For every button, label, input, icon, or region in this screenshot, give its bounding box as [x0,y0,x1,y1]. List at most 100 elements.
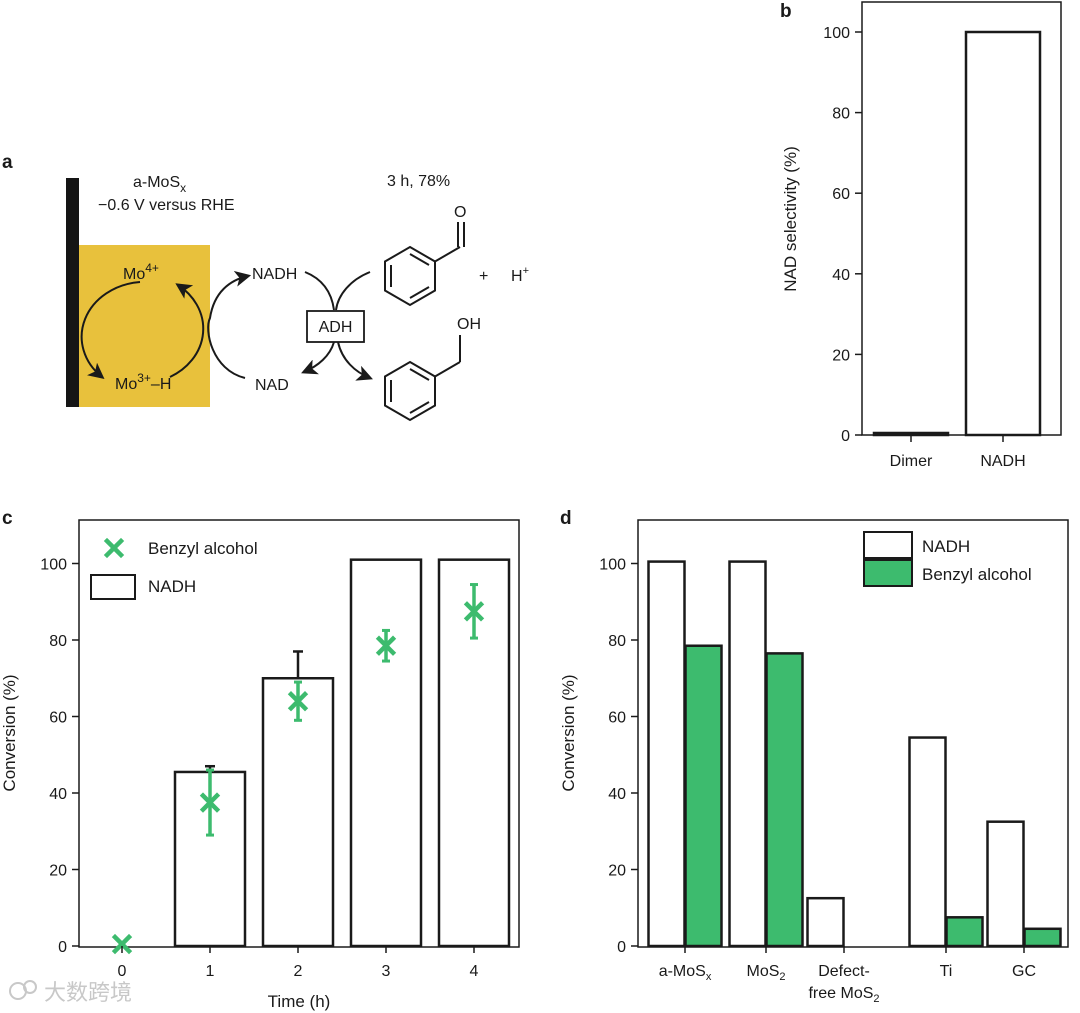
benzaldehyde-structure [384,222,465,307]
marker-benzyl [199,792,221,813]
plus-sign: + [479,268,488,285]
panel-d-y-label: Conversion (%) [559,674,578,791]
nadh-label: NADH [252,266,297,283]
y-tick-label: 60 [608,710,626,727]
hydroxyl-label: OH [457,316,481,333]
legend-label-nadh: NADH [148,577,196,596]
y-tick-label: 0 [617,939,626,956]
bar-nadh [986,820,1025,948]
x-tick-label: free MoS2 [808,985,879,1005]
panel-b-frame [861,1,1062,436]
marker-benzyl [463,601,485,622]
panel-c-legend: Benzyl alcohol NADH [90,537,258,600]
x-tick-label: GC [1012,963,1036,980]
nadh-to-adh-line [304,271,335,311]
aldehyde-to-adh-line [335,271,371,311]
x-tick-label: Ti [940,963,953,980]
y-tick-label: 0 [841,428,850,445]
panel-d-legend: NADH Benzyl alcohol [863,531,1032,587]
watermark: 大数跨境 [9,980,132,1005]
panel-b-y-axis: 0 20 40 60 80 100 [823,25,862,445]
panel-c-y-axis: 0 20 40 60 80 100 [40,557,79,956]
panel-c-chart: c 0 20 40 60 80 100 0 1 2 3 4 Time (h) Conversion… [0,508,520,1011]
panel-c-x-label: Time (h) [268,992,331,1011]
bar-nadh [261,677,335,948]
nad-label: NAD [255,377,289,394]
legend-swatch-benzyl [863,559,913,587]
panel-b-letter: b [780,1,792,22]
x-tick-label: MoS2 [746,963,785,983]
y-tick-label: 80 [49,633,67,650]
bar-benzyl [945,916,984,948]
proton-label: H+ [511,265,529,285]
panel-c-x-axis: 0 1 2 3 4 [118,946,479,980]
y-tick-label: 20 [49,863,67,880]
bar-nadh [908,736,947,948]
x-tick-label: 2 [294,963,303,980]
legend-label-benzyl: Benzyl alcohol [922,565,1032,584]
bar-benzyl [765,652,804,948]
electrode-label: a-MoSx [133,174,186,195]
panel-d-frame [637,519,1069,948]
reaction-condition: 3 h, 78% [387,173,450,190]
aldehyde-oxygen: O [454,204,466,221]
x-tick-label: 4 [470,963,479,980]
watermark-logo-icon-2 [23,980,37,994]
y-tick-label: 20 [832,347,850,364]
mo3-label: Mo3+–H [115,371,171,393]
y-tick-label: 100 [599,557,626,574]
legend-label-nadh: NADH [922,537,970,556]
panel-d-y-axis: 0 20 40 60 80 100 [599,557,638,956]
y-tick-label: 0 [58,939,67,956]
y-tick-label: 40 [832,267,850,284]
legend-swatch-nadh [863,531,913,559]
mosx-layer [79,245,210,407]
legend-marker-benzyl [103,537,125,559]
y-tick-label: 40 [49,786,67,803]
panel-c-letter: c [2,508,13,529]
panel-c-y-label: Conversion (%) [0,674,19,791]
bar-dimer [872,431,950,437]
panel-d-chart: d 0 20 40 60 80 100 a-MoSx MoS2 Defect-free MoS… [559,508,1069,1005]
x-tick-label: NADH [980,453,1025,470]
legend-swatch-nadh [90,574,136,600]
panel-d-bars [647,560,1062,948]
panel-c-bars [173,558,511,948]
x-tick-label: a-MoSx [659,963,712,983]
y-tick-label: 80 [832,106,850,123]
x-tick-label: Dimer [890,453,933,470]
panel-a-letter: a [2,152,13,173]
y-tick-label: 100 [40,557,67,574]
watermark-text: 大数跨境 [44,980,132,1005]
marker-benzyl [375,635,397,656]
panel-d-letter: d [560,508,572,529]
adh-to-alcohol-arrow [337,341,373,381]
bar-nadh [964,30,1042,437]
bar-nadh [728,560,767,948]
y-tick-label: 40 [608,786,626,803]
x-tick-label: Defect- [818,963,870,980]
adh-to-nad-arrow [301,341,335,375]
x-tick-label: 3 [382,963,391,980]
bar-nadh [647,560,686,948]
marker-benzyl [111,933,133,955]
panel-d-x-axis: a-MoSx MoS2 Defect-free MoS2 Ti GC [659,946,1036,1005]
panel-b-y-label: NAD selectivity (%) [781,146,800,291]
y-tick-label: 20 [608,863,626,880]
x-tick-label: 0 [118,963,127,980]
panel-b-chart: b 0 20 40 60 80 100 Dimer NADH NAD selectivity… [780,1,1062,470]
bar-benzyl [1023,927,1062,948]
mo4-label: Mo4+ [123,261,159,283]
electrode-plate [66,178,79,407]
y-tick-label: 60 [49,710,67,727]
x-tick-label: 1 [206,963,215,980]
y-tick-label: 80 [608,633,626,650]
bar-nadh [806,896,845,948]
y-tick-label: 100 [823,25,850,42]
marker-benzyl [287,691,309,712]
bar-benzyl [684,644,723,948]
adh-label: ADH [319,319,353,336]
reduction-arrow [80,281,141,380]
panel-a-diagram: a a-MoSx −0.6 V versus RHE Mo4+ Mo3+–H N… [2,152,529,422]
